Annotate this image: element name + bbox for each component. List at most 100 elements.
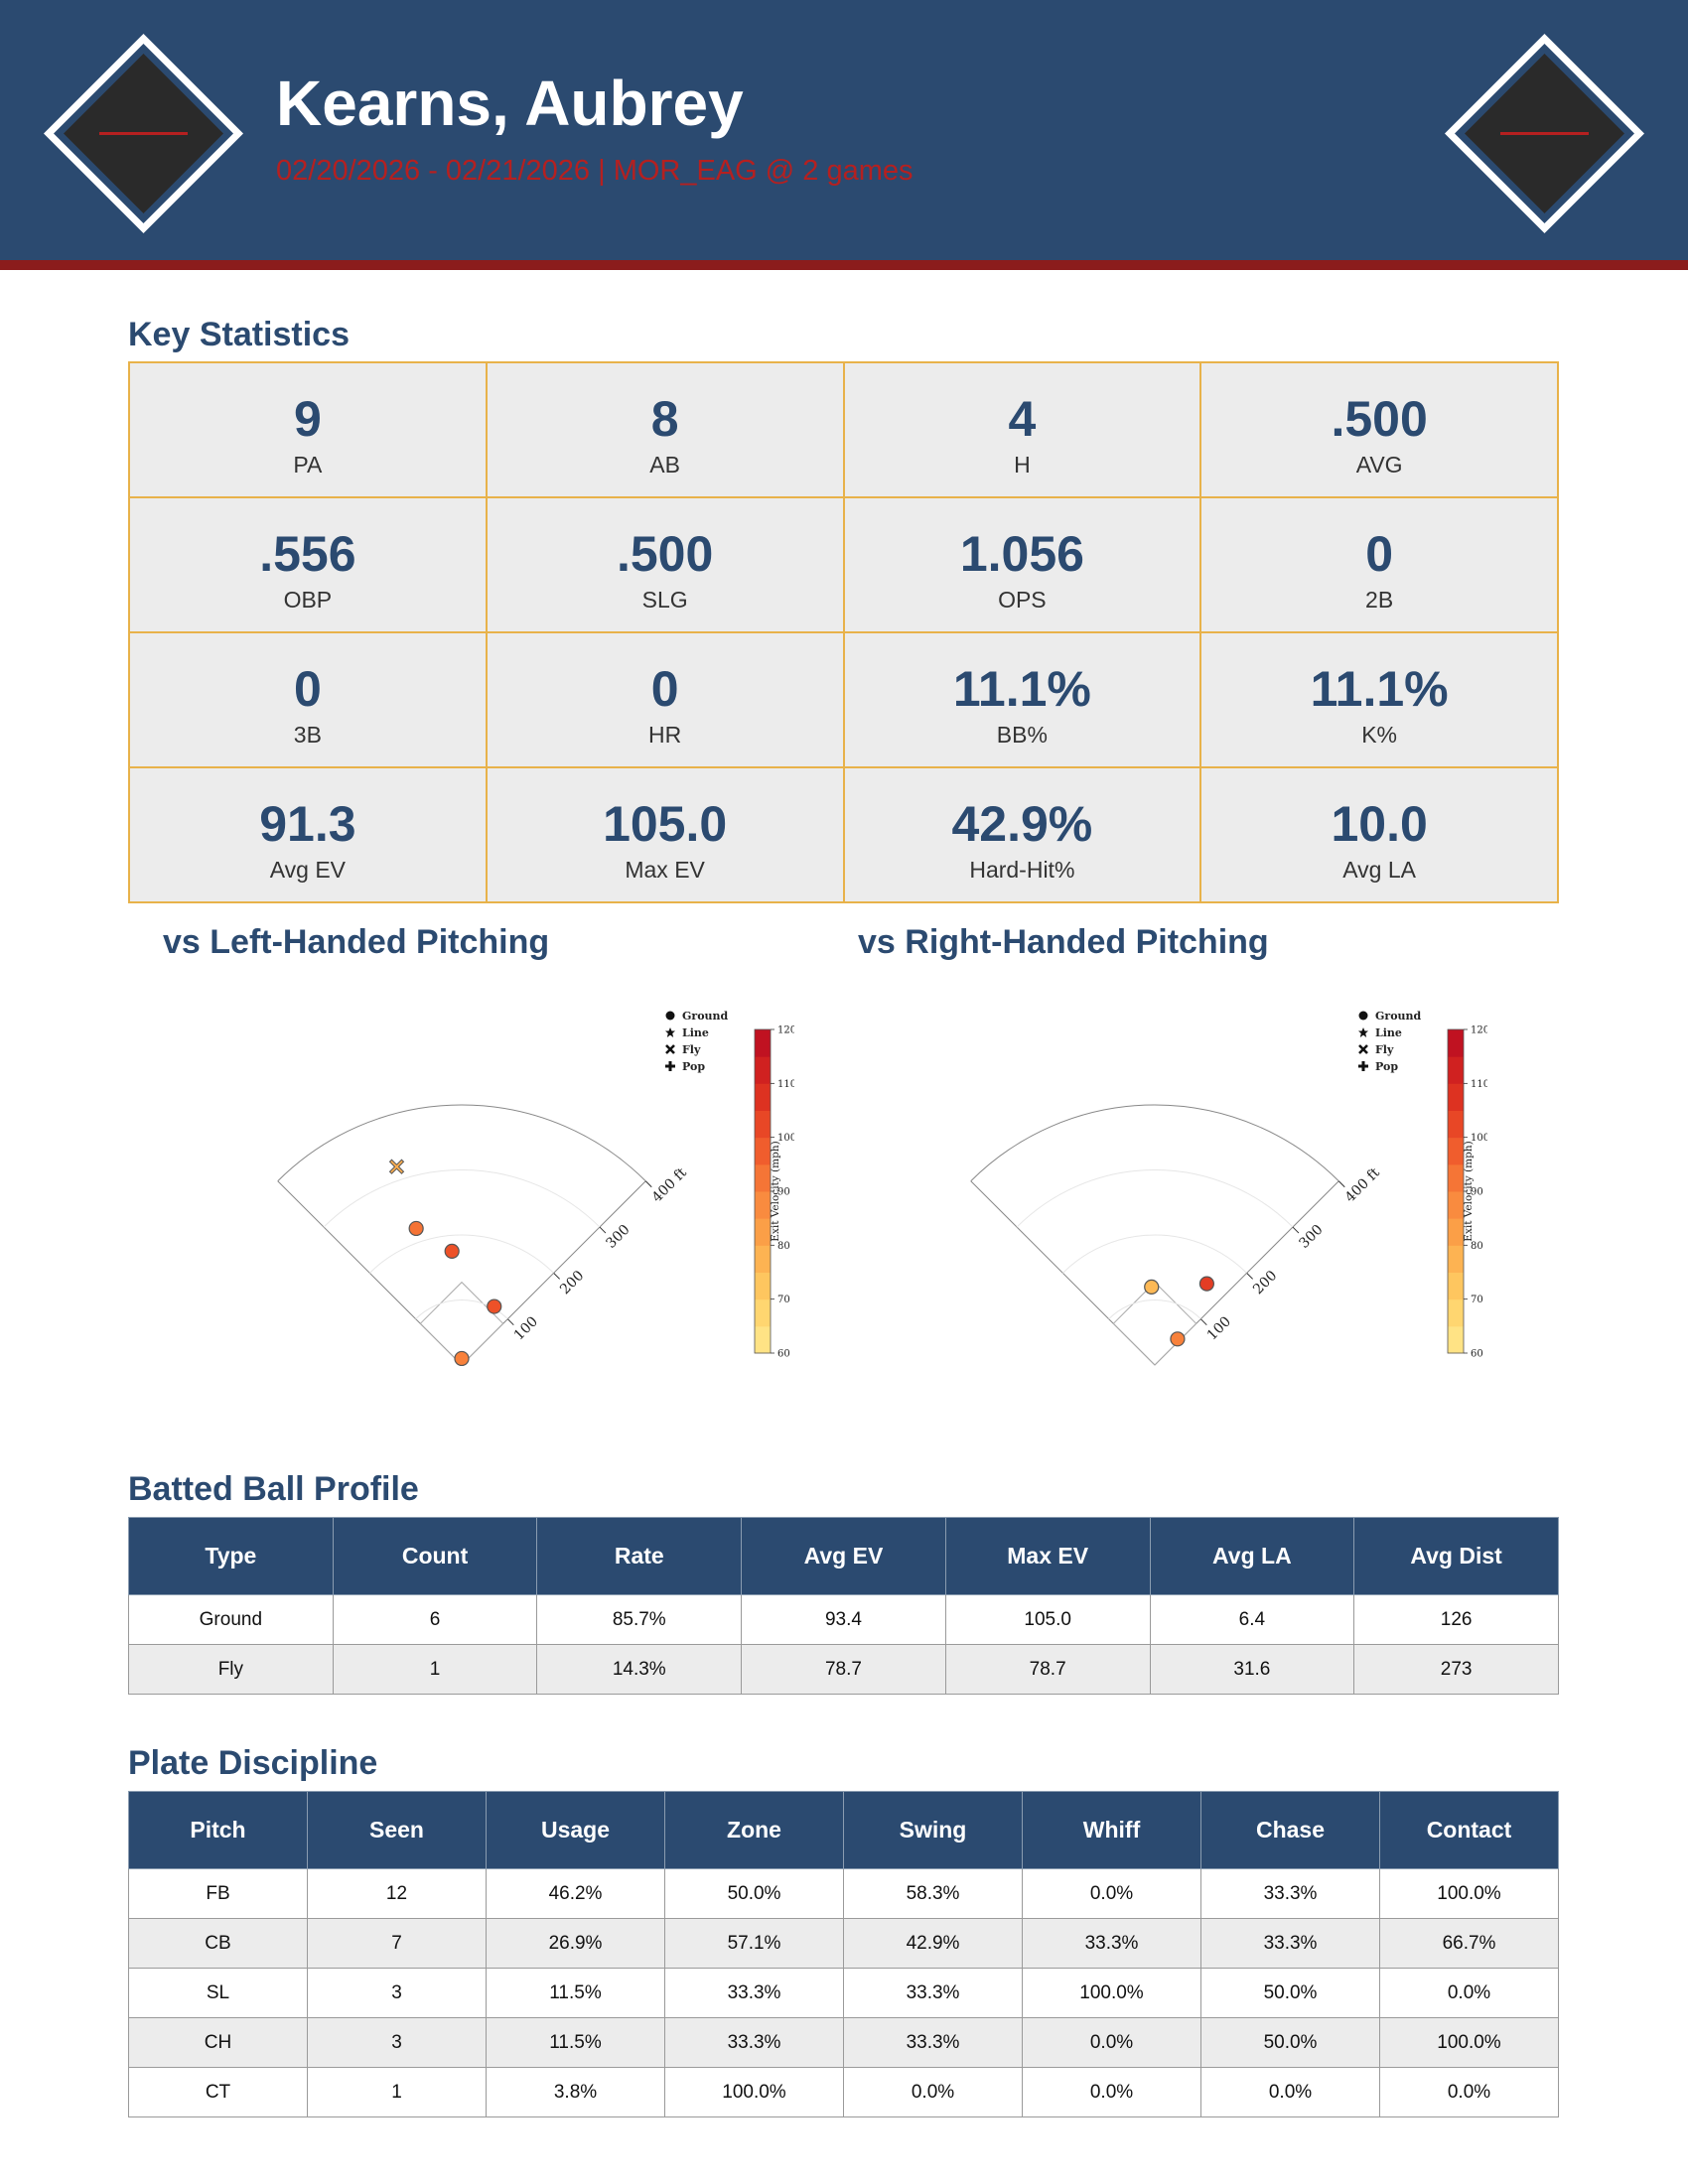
stat-value: 91.3	[259, 795, 356, 852]
stat-label: Hard-Hit%	[969, 856, 1075, 883]
stat-label: OPS	[998, 586, 1047, 613]
distance-label: 100	[511, 1313, 541, 1343]
legend-pop-marker	[1358, 1061, 1368, 1071]
colorbar-tick-label: 100	[777, 1133, 794, 1144]
distance-label: 200	[557, 1268, 587, 1297]
stat-label: AB	[649, 451, 680, 478]
table-cell: 0.0%	[843, 2067, 1023, 2117]
colorbar-segment	[755, 1325, 771, 1354]
stat-label: Avg LA	[1342, 856, 1416, 883]
colorbar-segment	[1448, 1218, 1464, 1246]
ground-ball-point	[1198, 1276, 1214, 1292]
column-header: Type	[128, 1517, 334, 1595]
colorbar-segment	[1448, 1245, 1464, 1273]
stat-label: 2B	[1365, 586, 1394, 613]
distance-ring	[1016, 1169, 1294, 1228]
colorbar-segment	[755, 1029, 771, 1057]
table-cell: 78.7	[944, 1644, 1151, 1695]
distance-label: 400 ft	[1342, 1164, 1383, 1205]
stat-cell: 1.056 OPS	[843, 497, 1201, 632]
column-header: Pitch	[128, 1791, 308, 1869]
stat-value: 0	[293, 660, 322, 717]
ground-ball-point	[444, 1243, 460, 1259]
table-cell: SL	[128, 1968, 308, 2018]
distance-label: 400 ft	[649, 1164, 690, 1205]
player-name: Kearns, Aubrey	[276, 68, 744, 139]
legend-ground-marker	[665, 1011, 675, 1021]
header-stripe	[0, 260, 1688, 270]
table-cell: 0.0%	[1379, 1968, 1559, 2018]
stat-cell: 0 HR	[486, 632, 844, 767]
legend-pop-marker	[665, 1061, 675, 1071]
table-cell: 46.2%	[486, 1868, 665, 1919]
column-header: Swing	[843, 1791, 1023, 1869]
stat-value: 11.1%	[1310, 660, 1449, 717]
legend-label: Fly	[682, 1043, 701, 1056]
colorbar-tick-label: 110	[777, 1079, 794, 1090]
colorbar-segment	[755, 1056, 771, 1084]
stat-label: Avg EV	[269, 856, 347, 883]
colorbar-segment	[1448, 1029, 1464, 1057]
spray-chart-vs-rhp: 100 200 300 400 ft Ground Line Fly Pop 60 70 80 90 1…	[970, 1010, 1487, 1366]
colorbar-segment	[755, 1245, 771, 1273]
legend-fly-marker	[1358, 1044, 1368, 1054]
table-cell: FB	[128, 1868, 308, 1919]
table-row: SL 3 11.5% 33.3% 33.3% 100.0% 50.0% 0.0%	[128, 1968, 1559, 2018]
distance-ring	[1108, 1299, 1201, 1320]
table-cell: CB	[128, 1918, 308, 1969]
vs-rhp-title: vs Right-Handed Pitching	[858, 923, 1269, 961]
table-cell: 100.0%	[1022, 1968, 1201, 2018]
table-row: Fly 1 14.3% 78.7 78.7 31.6 273	[128, 1644, 1559, 1695]
stat-value: .500	[1331, 390, 1428, 447]
stat-label: AVG	[1355, 451, 1403, 478]
colorbar-segment	[755, 1191, 771, 1219]
distance-ring	[369, 1234, 554, 1274]
colorbar-segment	[1448, 1083, 1464, 1111]
colorbar-segment	[1448, 1191, 1464, 1219]
colorbar-tick-label: 60	[777, 1349, 790, 1360]
colorbar-segment	[1448, 1163, 1464, 1192]
table-row: CH 3 11.5% 33.3% 33.3% 0.0% 50.0% 100.0%	[128, 2017, 1559, 2068]
colorbar-label: Exit Velocity (mph)	[1463, 1141, 1475, 1241]
table-cell: 100.0%	[1379, 1868, 1559, 1919]
colorbar-tick-label: 120	[777, 1025, 794, 1036]
table-cell: 33.3%	[664, 1968, 844, 2018]
stat-value: 42.9%	[951, 795, 1093, 852]
colorbar-tick-label: 90	[1471, 1187, 1483, 1198]
table-header-row: Type Count Rate Avg EV Max EV Avg LA Avg…	[128, 1517, 1559, 1595]
legend-label: Fly	[1375, 1043, 1394, 1056]
stat-cell: 9 PA	[129, 362, 487, 497]
column-header: Avg Dist	[1353, 1517, 1559, 1595]
column-header: Contact	[1379, 1791, 1559, 1869]
table-cell: 11.5%	[486, 1968, 665, 2018]
table-cell: 3.8%	[486, 2067, 665, 2117]
outfield-arc	[970, 1104, 1339, 1182]
table-cell: 1	[332, 1644, 538, 1695]
distance-tick	[553, 1273, 560, 1280]
colorbar-segment	[1448, 1137, 1464, 1165]
colorbar-segment	[755, 1110, 771, 1139]
table-row: Ground 6 85.7% 93.4 105.0 6.4 126	[128, 1594, 1559, 1645]
column-header: Max EV	[944, 1517, 1151, 1595]
table-cell: 26.9%	[486, 1918, 665, 1969]
ground-ball-point	[1144, 1279, 1160, 1295]
infield-diamond	[1112, 1281, 1197, 1366]
table-cell: 33.3%	[843, 2017, 1023, 2068]
colorbar-tick-label: 60	[1471, 1349, 1483, 1360]
plate-discipline-table: Pitch Seen Usage Zone Swing Whiff Chase …	[128, 1791, 1559, 2117]
colorbar-segment	[755, 1163, 771, 1192]
stat-label: K%	[1361, 721, 1398, 748]
legend-label: Line	[1375, 1026, 1402, 1039]
table-cell: 66.7%	[1379, 1918, 1559, 1969]
legend-ground-marker	[1358, 1011, 1368, 1021]
stat-cell: .500 AVG	[1200, 362, 1558, 497]
stat-label: BB%	[996, 721, 1048, 748]
legend-label: Ground	[1375, 1010, 1422, 1023]
distance-label: 200	[1250, 1268, 1280, 1297]
table-cell: 100.0%	[1379, 2017, 1559, 2068]
stat-cell: 0 2B	[1200, 497, 1558, 632]
colorbar-segment	[755, 1298, 771, 1327]
ground-ball-point	[408, 1220, 424, 1237]
